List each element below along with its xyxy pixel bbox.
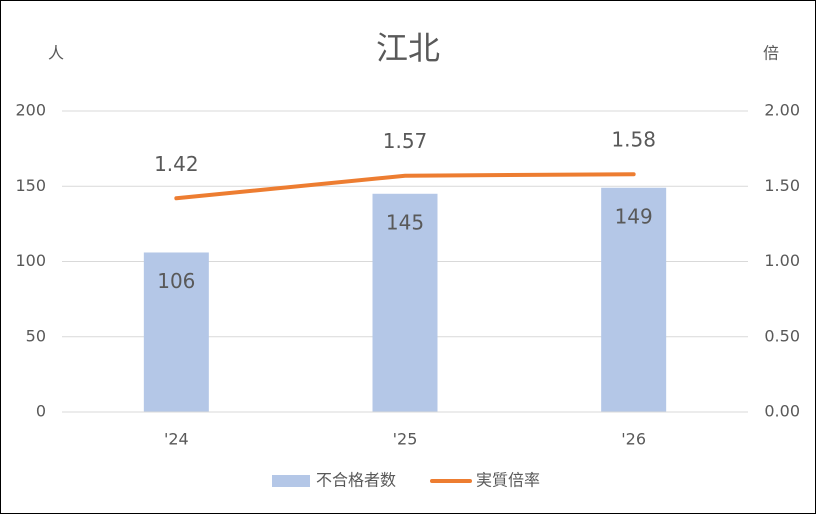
data-label: 1.57 (383, 129, 428, 153)
x-tick-label: '26 (621, 430, 646, 449)
y2-tick-label: 2.00 (764, 101, 800, 120)
legend-label: 実質倍率 (476, 471, 540, 490)
y-axis-label: 人 (48, 44, 64, 63)
bar (372, 193, 438, 412)
y2-tick-label: 0.00 (764, 402, 800, 421)
data-label: 149 (615, 204, 653, 228)
legend-swatch (272, 475, 310, 487)
legend-label: 不合格者数 (316, 471, 396, 490)
y2-tick-label: 1.00 (764, 251, 800, 270)
y2-tick-label: 1.50 (764, 176, 800, 195)
y2-tick-label: 0.50 (764, 326, 800, 345)
x-tick-label: '25 (393, 430, 418, 449)
y-tick-label: 100 (15, 251, 46, 270)
chart-title: 江北 (376, 29, 440, 67)
bar (601, 187, 667, 412)
bar (143, 252, 209, 412)
data-label: 145 (386, 210, 424, 234)
y-tick-label: 200 (15, 101, 46, 120)
y2-axis-label: 倍 (763, 44, 779, 63)
data-label: 1.58 (611, 128, 656, 152)
y-tick-label: 150 (15, 176, 46, 195)
y-tick-label: 0 (36, 402, 46, 421)
data-label: 106 (157, 269, 195, 293)
x-tick-label: '24 (164, 430, 189, 449)
y-tick-label: 50 (26, 326, 46, 345)
line (174, 172, 636, 201)
data-label: 1.42 (154, 152, 199, 176)
